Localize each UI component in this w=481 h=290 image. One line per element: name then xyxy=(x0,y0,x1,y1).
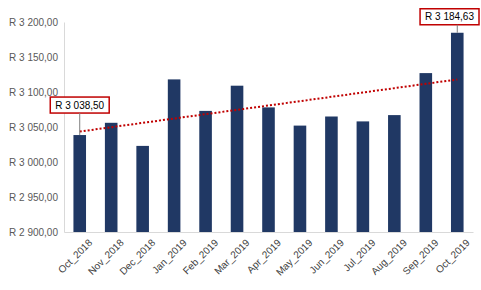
y-axis: R 2 900,00 R 2 950,00 R 3 000,00 R 3 050,00… xyxy=(9,17,64,238)
x-axis: Oct_2018Nov_2018Dec_2018Jan_2019Feb_2019… xyxy=(56,232,474,278)
annotation-leader xyxy=(79,113,80,135)
y-tick-label: R 3 200,00 xyxy=(9,17,58,28)
bar xyxy=(105,123,118,232)
x-tick-label: Jun_2019 xyxy=(307,237,346,276)
y-tick: R 3 150,00 xyxy=(9,52,64,63)
y-tick: R 2 900,00 xyxy=(9,227,64,238)
annotations: R 3 038,50 R 3 184,63 xyxy=(50,9,479,135)
y-tick-label: R 3 100,00 xyxy=(9,87,58,98)
y-tick: R 3 200,00 xyxy=(9,17,64,28)
y-tick: R 2 950,00 xyxy=(9,192,64,203)
annotation-box xyxy=(420,9,479,25)
x-tick-label: Mar_2019 xyxy=(212,237,252,277)
annotation-leader xyxy=(457,25,458,33)
annotation-label: R 3 184,63 xyxy=(425,11,474,22)
x-axis-line xyxy=(65,232,474,233)
bar-series xyxy=(73,33,463,232)
annotation-label: R 3 038,50 xyxy=(55,100,104,111)
x-tick-label: Oct_2019 xyxy=(433,237,472,276)
y-tick-label: R 2 900,00 xyxy=(9,227,58,238)
y-axis-line xyxy=(64,23,65,233)
x-tick-label: Sep_2019 xyxy=(400,237,440,277)
y-tick: R 3 000,00 xyxy=(9,157,64,168)
bar xyxy=(136,146,149,232)
bar xyxy=(73,135,86,232)
bar xyxy=(325,117,338,233)
annotation-box xyxy=(50,97,109,113)
bar xyxy=(451,33,464,232)
y-tick-label: R 3 150,00 xyxy=(9,52,58,63)
x-tick: Jun_2019 xyxy=(307,232,346,276)
y-tick: R 3 050,00 xyxy=(9,122,64,133)
bar xyxy=(231,86,244,232)
bar xyxy=(420,73,433,232)
x-tick: Oct_2019 xyxy=(433,232,472,275)
plot-area xyxy=(73,33,463,232)
annotation: R 3 038,50 xyxy=(50,97,109,135)
bar xyxy=(294,126,307,232)
y-tick-label: R 3 000,00 xyxy=(9,157,58,168)
bar xyxy=(199,111,212,232)
annotation: R 3 184,63 xyxy=(420,9,479,33)
trend-line xyxy=(80,79,458,131)
bar xyxy=(357,121,370,232)
bar xyxy=(388,115,401,232)
chart: R 2 900,00 R 2 950,00 R 3 000,00 R 3 050,00… xyxy=(0,0,481,290)
y-tick: R 3 100,00 xyxy=(9,87,64,98)
y-tick-label: R 3 050,00 xyxy=(9,122,58,133)
x-tick-label: May_2019 xyxy=(274,237,315,278)
bar xyxy=(168,79,181,232)
y-tick-label: R 2 950,00 xyxy=(9,192,58,203)
bar xyxy=(262,107,275,232)
